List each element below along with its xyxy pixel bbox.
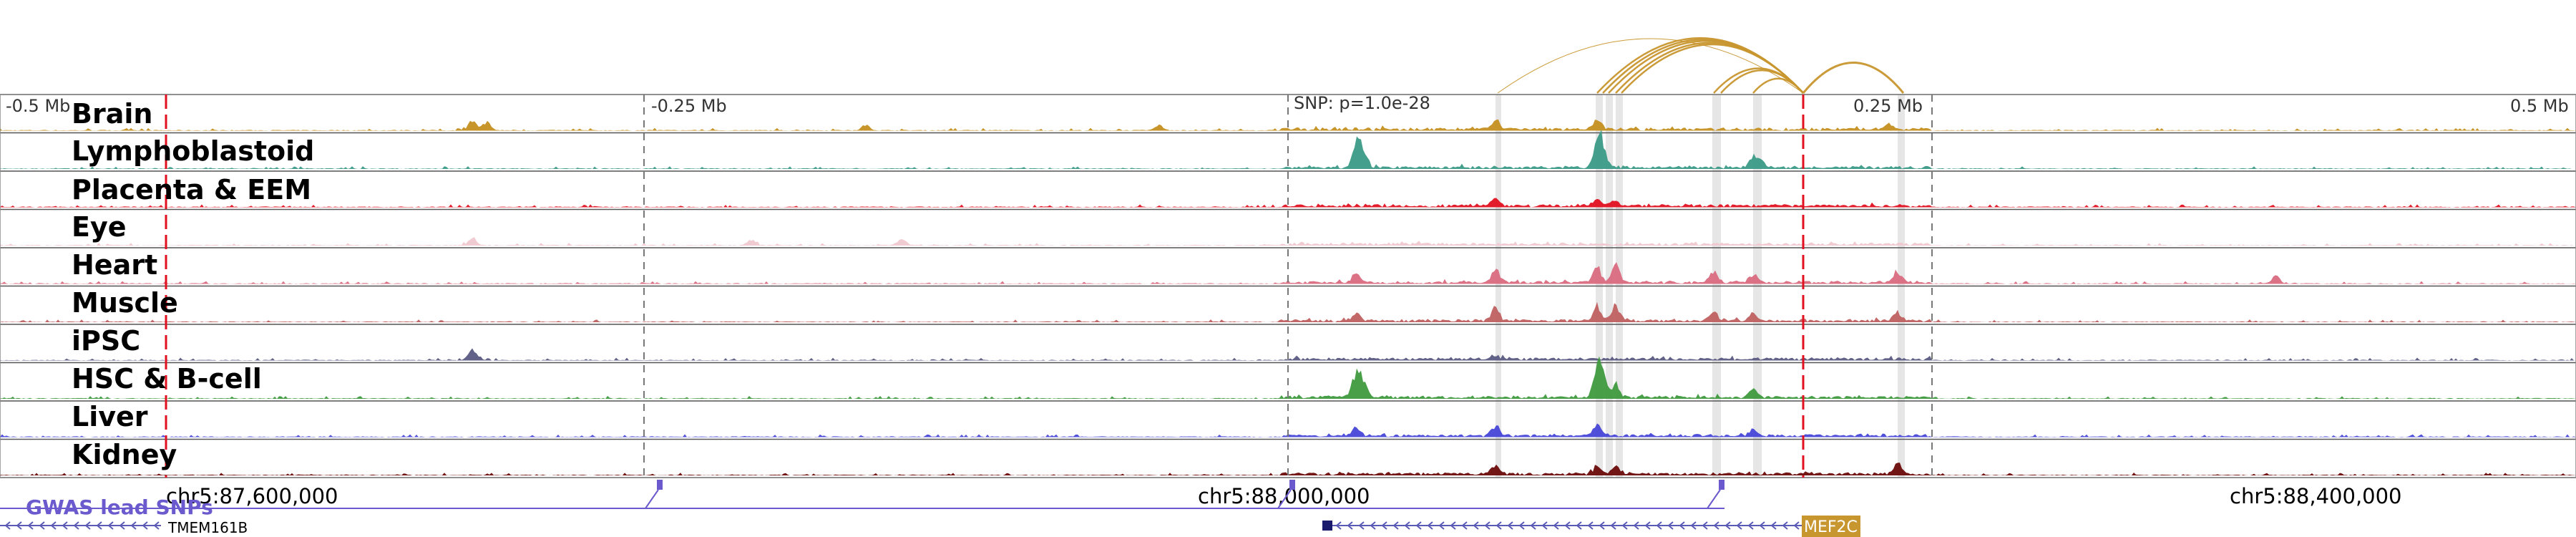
strand-arrow-left [96,521,102,530]
strand-arrow-right [1370,521,1376,530]
strand-arrow-right [1679,521,1685,530]
strand-arrow-left [62,521,68,530]
strand-arrow-right [1392,521,1399,530]
strand-arrow-right [1656,521,1662,530]
strand-arrow-right [1724,521,1731,530]
strand-arrow-right [1450,521,1456,530]
gwas-label: GWAS lead SNPs [26,495,213,519]
strand-arrow-left [107,521,114,530]
coord-label-1: chr5:87,600,000 [166,484,338,508]
signal-6 [0,348,2576,361]
strand-arrow-left [27,521,34,530]
strand-arrow-left [16,521,22,530]
strand-arrow-left [153,521,160,530]
signal-2 [0,198,2576,208]
track-label-hsc: HSC & B-cell [72,363,262,395]
track-label-liver: Liver [72,401,148,432]
gene-box-mef2c [1802,516,1860,537]
gwas-snp-0 [657,480,663,490]
track-label-kidney: Kidney [72,439,177,470]
strand-arrow-left [39,521,45,530]
strand-arrow-right [1404,521,1410,530]
strand-arrow-right [1610,521,1616,530]
axis-mid-right-label: 0.25 Mb [1853,96,1923,116]
strand-arrow-left [4,521,11,530]
strand-arrow-left [142,521,148,530]
strand-arrow-right [1782,521,1788,530]
strand-arrow-right [1518,521,1525,530]
arc-9 [1802,62,1905,94]
strand-arrow-right [1496,521,1502,530]
strand-arrow-right [1633,521,1639,530]
gwas-snp-2 [1719,480,1724,490]
coordinate-axis: chr5:87,600,000 chr5:88,000,000 chr5:88,… [166,484,2402,508]
gwas-connector-0 [645,489,659,509]
axis-mid-left-label: -0.25 Mb [651,96,727,116]
strand-arrow-right [1415,521,1422,530]
strand-arrow-right [1576,521,1582,530]
gene-track [0,480,1802,531]
strand-arrow-right [1702,521,1708,530]
strand-arrow-right [1587,521,1594,530]
gwas-snp-1 [1289,480,1295,490]
arc-8 [1752,77,1804,94]
track-label-placenta: Placenta & EEM [72,174,311,205]
interaction-arcs [1497,37,1905,94]
coord-label-3: chr5:88,400,000 [2230,484,2402,508]
red-marker-lines [165,95,1805,478]
strand-arrow-right [1484,521,1491,530]
track-label-muscle: Muscle [72,287,178,319]
strand-arrow-right [1358,521,1365,530]
gwas-connector-1 [1277,489,1292,509]
strand-arrow-left [50,521,57,530]
arc-0 [1497,38,1804,94]
signal-3 [0,237,2576,246]
strand-arrow-right [1793,521,1800,530]
track-label-brain: Brain [72,98,152,130]
axis-right-label: 0.5 Mb [2510,96,2569,116]
axis-labels: -0.5 Mb -0.25 Mb SNP: p=1.0e-28 0.25 Mb … [6,93,2569,116]
strand-arrow-left [130,521,137,530]
strand-arrow-right [1427,521,1433,530]
strand-arrow-right [1713,521,1719,530]
strand-arrow-right [1381,521,1387,530]
gene-exon-mef2c [1322,521,1332,531]
gwas-connector-2 [1707,489,1721,509]
strand-arrow-right [1736,521,1742,530]
strand-arrow-left [119,521,125,530]
strand-arrow-right [1759,521,1765,530]
arc-5 [1621,43,1804,94]
gene-label-tmem161b: TMEM161B [167,519,248,536]
track-label-ipsc: iPSC [72,325,140,357]
strand-arrow-right [1747,521,1754,530]
strand-arrow-right [1553,521,1559,530]
track-label-eye: Eye [72,211,127,243]
signal-0 [0,119,2576,131]
axis-snp-label: SNP: p=1.0e-28 [1294,93,1430,113]
axis-left-label: -0.5 Mb [6,96,70,116]
strand-arrow-right [1335,521,1342,530]
strand-arrow-right [1461,521,1468,530]
strand-arrow-right [1621,521,1628,530]
track-label-heart: Heart [72,249,157,281]
strand-arrow-right [1507,521,1513,530]
strand-arrow-right [1347,521,1353,530]
strand-arrow-right [1599,521,1605,530]
track-labels: Brain Lymphoblastoid Placenta & EEM Eye … [72,98,314,470]
track-label-lymphoblastoid: Lymphoblastoid [72,135,314,167]
strand-arrow-right [1473,521,1479,530]
strand-arrow-right [1564,521,1571,530]
strand-arrow-right [1667,521,1674,530]
strand-arrow-left [73,521,79,530]
gene-label-mef2c: MEF2C [1804,518,1858,536]
strand-arrow-right [1690,521,1697,530]
strand-arrow-right [1438,521,1445,530]
coord-label-2: chr5:88,000,000 [1198,484,1370,508]
strand-arrow-right [1644,521,1651,530]
strand-arrow-right [1770,521,1777,530]
strand-arrow-right [1530,521,1536,530]
strand-arrow-right [1541,521,1548,530]
strand-arrow-left [84,521,91,530]
